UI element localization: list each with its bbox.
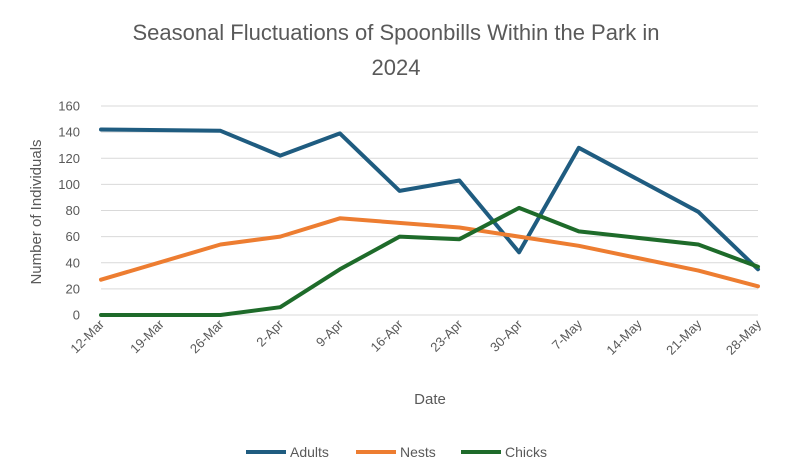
- x-axis-label: Date: [414, 391, 446, 408]
- legend-label-chicks: Chicks: [505, 444, 547, 460]
- x-tick-label: 21-May: [663, 316, 705, 358]
- x-tick-label: 9-Apr: [313, 316, 347, 350]
- x-tick-label: 16-Apr: [368, 316, 407, 355]
- y-tick-label: 20: [66, 281, 80, 296]
- series-line-chicks: [99, 205, 760, 317]
- y-tick-label: 0: [73, 308, 80, 323]
- x-tick-label: 19-Mar: [127, 316, 167, 356]
- legend-label-adults: Adults: [290, 444, 329, 460]
- gridlines: [101, 105, 758, 316]
- y-tick-label: 120: [58, 151, 80, 166]
- series-line-nests: [99, 216, 760, 289]
- x-tick-label: 7-May: [549, 316, 585, 352]
- chart-title-line-2: 2024: [372, 55, 421, 80]
- y-tick-label: 40: [66, 255, 80, 270]
- y-tick-label: 60: [66, 229, 80, 244]
- x-tick-labels: 12-Mar 19-Mar 26-Mar 2-Apr 9-Apr 16-Apr 23-Apr…: [67, 316, 764, 358]
- y-tick-labels: 0 20 40 60 80 100 120 140 160: [58, 99, 80, 323]
- x-tick-label: 14-May: [603, 316, 645, 358]
- chart-title-line-1: Seasonal Fluctuations of Spoonbills With…: [132, 20, 659, 45]
- y-tick-label: 100: [58, 177, 80, 192]
- x-tick-label: 2-Apr: [253, 316, 287, 350]
- y-axis-label: Number of Individuals: [28, 139, 45, 284]
- x-tick-label: 30-Apr: [487, 316, 526, 355]
- y-tick-label: 140: [58, 125, 80, 140]
- legend-label-nests: Nests: [400, 444, 436, 460]
- x-tick-label: 23-Apr: [427, 316, 466, 355]
- y-tick-label: 80: [66, 203, 80, 218]
- x-tick-label: 26-Mar: [187, 316, 227, 356]
- legend: Adults Nests Chicks: [246, 444, 547, 460]
- y-tick-label: 160: [58, 99, 80, 114]
- series-line-adults: [99, 127, 760, 272]
- series-lines: [99, 127, 760, 317]
- x-tick-label: 28-May: [723, 316, 765, 358]
